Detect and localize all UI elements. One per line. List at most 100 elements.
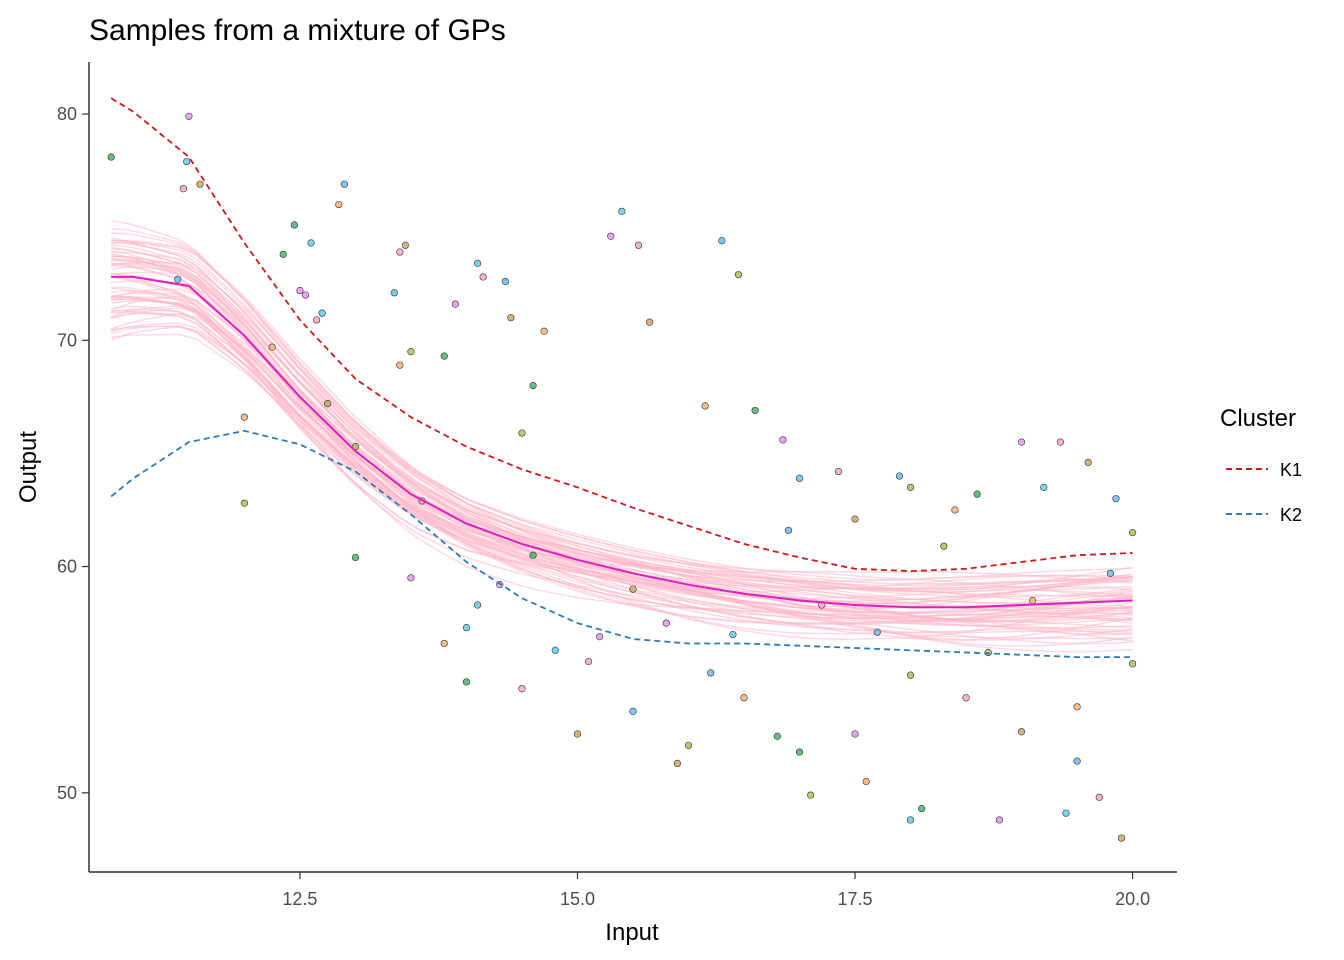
legend-label-k1: K1 xyxy=(1280,460,1302,480)
data-point xyxy=(279,250,287,258)
data-point xyxy=(407,574,415,582)
posterior-sample-curve xyxy=(111,254,1133,622)
data-point xyxy=(529,381,537,390)
data-point xyxy=(396,248,404,256)
data-point xyxy=(268,343,276,351)
data-point xyxy=(507,314,515,322)
data-point xyxy=(607,232,615,240)
data-point xyxy=(1084,458,1092,467)
posterior-sample-curve xyxy=(111,237,1133,581)
data-point xyxy=(473,259,482,267)
x-tick-label: 12.5 xyxy=(282,889,317,909)
data-point xyxy=(1128,529,1137,537)
data-point xyxy=(479,273,487,281)
data-point xyxy=(318,309,326,317)
data-point xyxy=(973,490,981,498)
data-point xyxy=(779,436,787,444)
posterior-sample-curve xyxy=(111,239,1133,585)
data-point xyxy=(962,694,970,702)
data-point xyxy=(1095,793,1103,801)
data-point xyxy=(1112,495,1120,503)
legend: Cluster K1 K2 xyxy=(1220,405,1302,525)
data-point xyxy=(734,271,743,279)
data-point xyxy=(296,286,304,295)
posterior-sample-curve xyxy=(111,239,1133,593)
posterior-sample-curve xyxy=(111,239,1133,582)
data-point xyxy=(462,624,471,632)
data-point xyxy=(185,112,193,120)
data-point xyxy=(684,741,693,749)
legend-label-k2: K2 xyxy=(1280,505,1302,525)
data-point xyxy=(573,730,582,738)
y-tick-label: 80 xyxy=(57,104,77,124)
data-point xyxy=(784,526,793,534)
data-point xyxy=(501,277,509,286)
data-point xyxy=(795,474,804,482)
data-point xyxy=(629,585,637,593)
x-tick-label: 20.0 xyxy=(1115,889,1150,909)
data-point xyxy=(795,748,804,756)
data-point xyxy=(918,805,926,813)
data-point xyxy=(773,732,781,740)
data-point xyxy=(646,318,654,326)
y-tick-label: 70 xyxy=(57,330,77,350)
data-point xyxy=(390,289,398,297)
posterior-sample-curve xyxy=(111,232,1133,591)
data-point xyxy=(873,628,881,636)
data-point xyxy=(895,472,904,480)
data-point xyxy=(584,657,593,666)
data-point xyxy=(1056,438,1065,446)
data-point xyxy=(1017,438,1026,446)
x-axis-ticks: 12.5 15.0 17.5 20.0 xyxy=(282,872,1150,909)
data-point xyxy=(407,348,415,356)
data-point xyxy=(1029,596,1037,605)
data-point xyxy=(183,157,191,166)
data-point xyxy=(629,707,637,715)
data-point xyxy=(718,237,726,245)
series-line-k2 xyxy=(110,429,1133,658)
data-point xyxy=(551,646,559,654)
data-point xyxy=(634,241,643,249)
data-point xyxy=(662,619,670,627)
data-point xyxy=(301,291,310,299)
data-point xyxy=(518,429,526,437)
y-axis-title: Output xyxy=(15,431,42,503)
data-point xyxy=(906,816,915,824)
data-point xyxy=(473,601,482,609)
data-point xyxy=(1062,809,1070,817)
posterior-sample-curve xyxy=(110,313,1133,635)
data-point xyxy=(529,551,537,559)
posterior-sample-curve xyxy=(111,325,1133,653)
posterior-sample-curve xyxy=(111,257,1133,610)
data-point xyxy=(940,542,948,550)
data-point xyxy=(701,402,709,410)
series-lines xyxy=(110,97,1133,658)
data-point xyxy=(440,352,448,360)
series-line-k1 xyxy=(110,97,1133,573)
posterior-sample-curve xyxy=(111,220,1133,593)
posterior-sample-curve xyxy=(111,255,1133,604)
data-point xyxy=(673,759,682,767)
posterior-sample-curve xyxy=(111,241,1133,584)
posterior-sample-curve xyxy=(111,251,1133,590)
data-point xyxy=(462,678,471,686)
y-axis-ticks: 50 60 70 80 xyxy=(57,104,89,803)
legend-title: Cluster xyxy=(1220,405,1296,432)
data-point xyxy=(1073,757,1081,765)
data-point xyxy=(729,630,737,639)
x-tick-label: 17.5 xyxy=(838,889,873,909)
sample-curves xyxy=(110,220,1133,653)
chart-title: Samples from a mixture of GPs xyxy=(89,14,506,47)
posterior-sample-curve xyxy=(111,286,1133,641)
data-point xyxy=(401,241,410,249)
data-point xyxy=(707,669,715,677)
data-point xyxy=(240,413,249,421)
data-point xyxy=(1128,660,1137,668)
data-point xyxy=(540,327,548,335)
data-point xyxy=(807,791,815,799)
data-point xyxy=(179,185,187,193)
data-point xyxy=(324,400,332,408)
data-point xyxy=(906,483,915,491)
data-point xyxy=(1017,728,1026,736)
